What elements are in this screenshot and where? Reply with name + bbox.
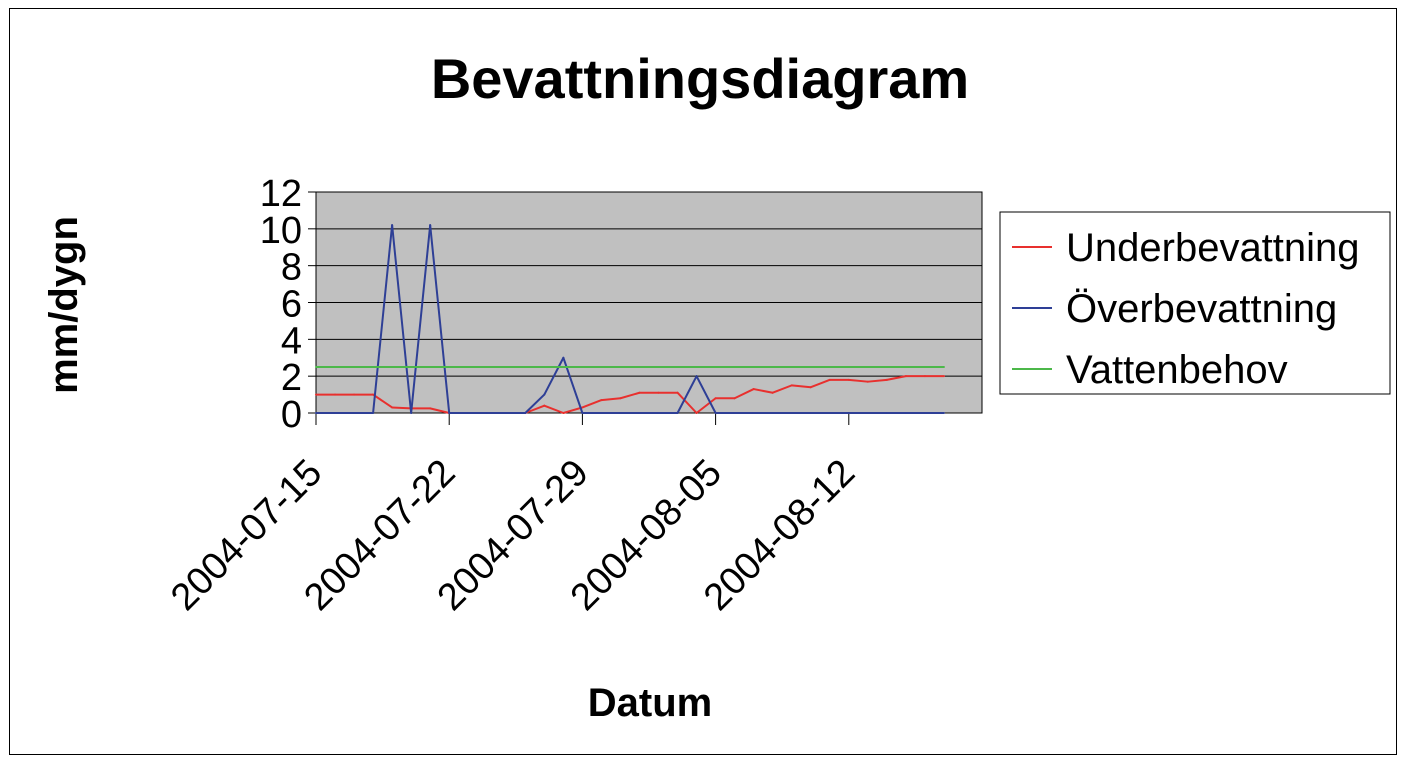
- line-segment: [809, 378, 831, 389]
- line-segment: [543, 404, 565, 414]
- y-axis-title: mm/dygn: [42, 216, 86, 394]
- line-segment: [524, 393, 546, 414]
- line-segment: [600, 397, 622, 402]
- line-segment: [695, 375, 717, 414]
- line-segment: [619, 391, 641, 400]
- y-tick-label: 10: [260, 210, 302, 252]
- line-segment: [847, 378, 869, 383]
- line-segment: [524, 404, 546, 414]
- line-segment: [752, 388, 774, 394]
- line-segment: [543, 356, 565, 396]
- line-segment: [391, 406, 413, 410]
- y-tick-label: 0: [281, 394, 302, 436]
- line-segment: [676, 375, 698, 414]
- x-axis-ticks: 2004-07-152004-07-222004-07-292004-08-05…: [163, 413, 863, 619]
- y-tick-label: 12: [260, 173, 302, 215]
- legend-label: Underbevattning: [1066, 226, 1360, 270]
- line-segment: [562, 406, 584, 414]
- line-segment: [429, 224, 451, 414]
- line-segment: [391, 224, 413, 414]
- line-segment: [372, 393, 394, 409]
- line-segment: [429, 407, 451, 414]
- line-segment: [790, 384, 812, 389]
- x-axis-title: Datum: [588, 681, 712, 725]
- chart-title: Bevattningsdiagram: [431, 47, 969, 110]
- line-segment: [676, 391, 698, 414]
- y-tick-label: 6: [281, 284, 302, 326]
- line-segment: [885, 375, 907, 381]
- series-group: [315, 224, 945, 414]
- legend-label: Överbevattning: [1066, 287, 1337, 331]
- y-tick-label: 4: [281, 320, 302, 362]
- y-tick-label: 8: [281, 247, 302, 289]
- line-segment: [866, 378, 888, 383]
- line-segment: [372, 224, 394, 414]
- line-segment: [733, 388, 755, 400]
- legend: Underbevattning Överbevattning Vattenbehov: [999, 211, 1391, 395]
- legend-box: [999, 211, 1391, 395]
- line-segment: [695, 397, 717, 414]
- line-segment: [410, 224, 432, 414]
- line-segment: [771, 384, 793, 394]
- y-tick-label: 2: [281, 357, 302, 399]
- series-lines: [315, 224, 945, 414]
- line-segment: [581, 399, 603, 409]
- legend-label: Vattenbehov: [1066, 348, 1288, 392]
